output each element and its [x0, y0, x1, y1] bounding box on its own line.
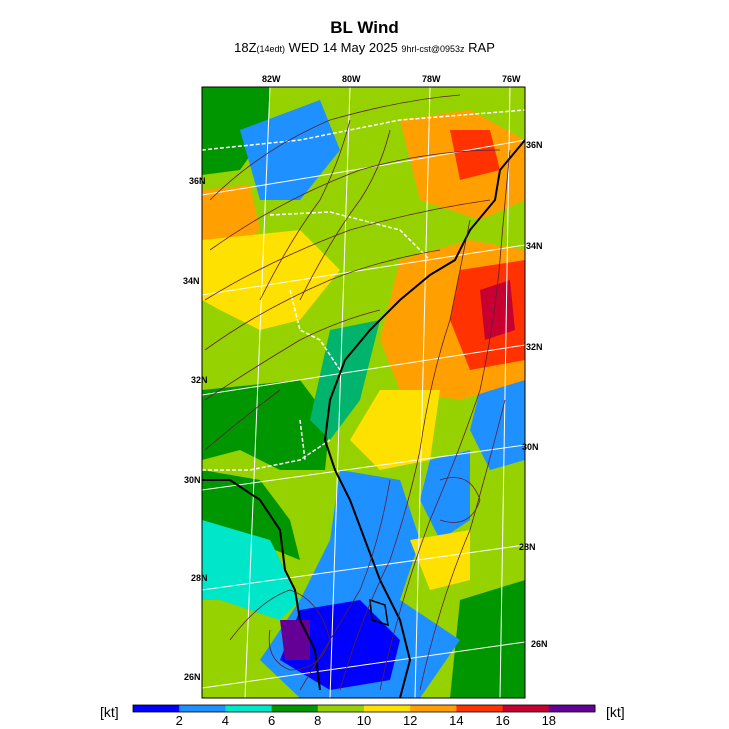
colorbar-tick-label: 4 — [221, 713, 229, 728]
map-subtitle: 18Z(14edt) WED 14 May 2025 9hrl-cst@0953… — [0, 40, 729, 55]
lat-label-left-26n: 26N — [184, 672, 201, 682]
colorbar-tick-label: 6 — [267, 713, 276, 728]
field-darkred-offshore — [480, 280, 515, 340]
plot-frame — [201, 86, 526, 699]
field-red-nc — [450, 130, 500, 180]
field-lightblue-offshore — [420, 450, 470, 540]
map-title: BL Wind — [330, 18, 399, 37]
lat-label-right-30n: 30N — [522, 442, 539, 452]
lat-label-right-36n: 36N — [526, 140, 543, 150]
colorbar-swatch — [364, 705, 411, 712]
subtitle-forecast-info: 9hrl-cst@0953z — [401, 44, 465, 54]
colorbar-swatch — [410, 705, 457, 712]
lat-label-left-34n: 34N — [183, 276, 200, 286]
subtitle-model: RAP — [464, 40, 495, 55]
colorbar-swatch — [225, 705, 273, 712]
field-yellow-sc — [202, 230, 340, 330]
colorbar — [132, 704, 596, 713]
colorbar-tick-label: 18 — [541, 713, 557, 728]
colorbar-tick-label: 8 — [314, 713, 322, 728]
colorbar-swatch — [271, 705, 319, 712]
colorbar-swatch — [456, 705, 504, 712]
colorbar-tick-label: 2 — [175, 713, 183, 728]
lon-label-78w: 78W — [422, 74, 441, 84]
colorbar-tick-label: 10 — [356, 713, 372, 728]
field-green-ga — [202, 380, 330, 470]
field-cyan-fl — [202, 520, 300, 620]
colorbar-swatch — [502, 705, 550, 712]
lat-label-left-28n: 28N — [191, 573, 208, 583]
subtitle-date: WED 14 May 2025 — [285, 40, 402, 55]
graticule — [202, 87, 525, 698]
colorbar-swatch — [317, 705, 365, 712]
lat-label-right-26n: 26N — [531, 639, 548, 649]
colorbar-swatch — [133, 705, 180, 712]
colorbar-swatch — [179, 705, 226, 712]
colorbar-unit-left: [kt] — [100, 704, 119, 720]
coastline — [202, 139, 525, 698]
field-lightblue-nw — [240, 100, 340, 200]
wind-field — [202, 87, 525, 698]
lat-label-right-28n: 28N — [519, 542, 536, 552]
field-yellow-fl-east — [410, 530, 470, 590]
lon-label-80w: 80W — [342, 74, 361, 84]
colorbar-swatch — [548, 705, 596, 712]
lat-label-right-34n: 34N — [526, 241, 543, 251]
field-teal-coast — [310, 320, 380, 440]
lat-label-right-32n: 32N — [526, 342, 543, 352]
colorbar-tick-label: 16 — [495, 713, 510, 728]
lat-label-left-30n: 30N — [184, 475, 201, 485]
field-green-nw — [202, 87, 270, 175]
colorbar-tick-label: 12 — [402, 713, 418, 728]
field-green-se — [450, 580, 525, 698]
subtitle-time: 18Z — [234, 40, 257, 55]
colorbar-unit-right: [kt] — [606, 704, 625, 720]
field-lightblue-east — [470, 380, 525, 470]
state-borders — [202, 109, 525, 471]
lon-label-82w: 82W — [262, 74, 281, 84]
lon-label-76w: 76W — [502, 74, 521, 84]
colorbar-tick-label: 14 — [449, 713, 464, 728]
lat-label-left-32n: 32N — [191, 375, 208, 385]
field-yellow-mid — [350, 390, 440, 470]
field-purple-fl — [280, 620, 310, 660]
subtitle-local-time: (14edt) — [256, 44, 286, 54]
streamlines — [204, 94, 511, 691]
lat-label-left-36n: 36N — [189, 176, 206, 186]
field-orange-west — [202, 185, 260, 250]
colorbar-frame — [132, 704, 596, 713]
